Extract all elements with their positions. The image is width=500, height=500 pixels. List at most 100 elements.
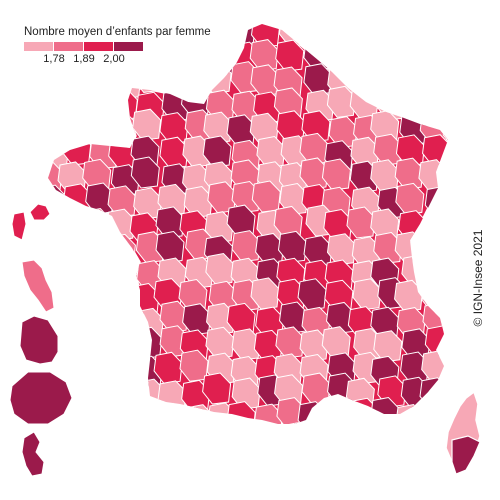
department [112, 305, 142, 338]
department [419, 398, 448, 424]
department [82, 257, 112, 290]
department [109, 39, 139, 73]
department [275, 39, 305, 72]
department [48, 67, 68, 100]
department [326, 233, 357, 266]
department [321, 158, 351, 191]
department [373, 43, 403, 76]
department [373, 231, 403, 265]
department [205, 252, 235, 286]
department [134, 24, 164, 46]
department [202, 61, 232, 94]
department [111, 402, 141, 424]
department [328, 402, 358, 424]
department [202, 135, 232, 168]
department [207, 427, 235, 458]
legend-swatch-2 [54, 42, 83, 51]
department [155, 206, 185, 239]
department [159, 300, 189, 333]
department [444, 183, 448, 216]
department [62, 207, 92, 240]
department [373, 420, 403, 424]
department [446, 210, 448, 243]
department [297, 278, 327, 311]
department [58, 253, 88, 286]
department [159, 136, 189, 169]
department [107, 185, 137, 218]
department [182, 422, 212, 424]
department [326, 301, 356, 334]
department [82, 355, 112, 388]
department [305, 24, 335, 49]
guadeloupe [11, 203, 51, 241]
department [275, 326, 305, 359]
department [419, 377, 448, 410]
department [253, 427, 281, 458]
department [204, 211, 234, 244]
department [442, 230, 448, 263]
department [400, 24, 430, 49]
department [205, 326, 235, 359]
department [396, 85, 426, 119]
mayotte [21, 431, 45, 477]
department [349, 160, 379, 193]
department [277, 230, 308, 263]
department [179, 62, 209, 95]
department [155, 42, 185, 75]
department [64, 324, 94, 357]
department [202, 372, 232, 405]
department [297, 401, 327, 424]
department [397, 37, 427, 70]
legend-swatch-4 [114, 42, 143, 51]
department [112, 379, 143, 412]
department [63, 306, 93, 339]
department [325, 428, 353, 459]
department [90, 425, 118, 456]
department [347, 428, 375, 459]
department [301, 110, 331, 143]
department [442, 304, 448, 337]
department [442, 42, 448, 75]
department [280, 422, 310, 424]
department [181, 24, 212, 49]
department [201, 24, 231, 53]
department [449, 278, 477, 309]
legend-swatch-3 [84, 42, 113, 51]
department [449, 90, 477, 121]
department [59, 425, 87, 456]
department [85, 280, 115, 313]
department [442, 115, 448, 148]
department [64, 282, 94, 315]
department [419, 229, 448, 262]
department [352, 278, 382, 311]
department [231, 230, 261, 263]
department [48, 109, 70, 142]
department [60, 115, 90, 148]
department [133, 60, 163, 93]
department [299, 157, 329, 190]
department [203, 111, 233, 144]
martinique [21, 259, 55, 313]
department [394, 279, 424, 312]
department [48, 91, 64, 124]
department [325, 24, 355, 48]
department [326, 85, 356, 118]
department [155, 230, 185, 264]
department [112, 67, 142, 100]
department [82, 396, 112, 424]
department [157, 60, 187, 94]
department [444, 158, 448, 192]
department [419, 90, 448, 123]
department [423, 254, 448, 287]
department [348, 61, 378, 94]
department [420, 63, 448, 96]
department [303, 423, 333, 424]
department [153, 351, 183, 384]
department [370, 61, 400, 94]
department [63, 233, 93, 266]
guyane [19, 315, 59, 365]
department [155, 24, 185, 50]
department [133, 39, 163, 73]
department [249, 39, 279, 72]
department [346, 206, 376, 239]
